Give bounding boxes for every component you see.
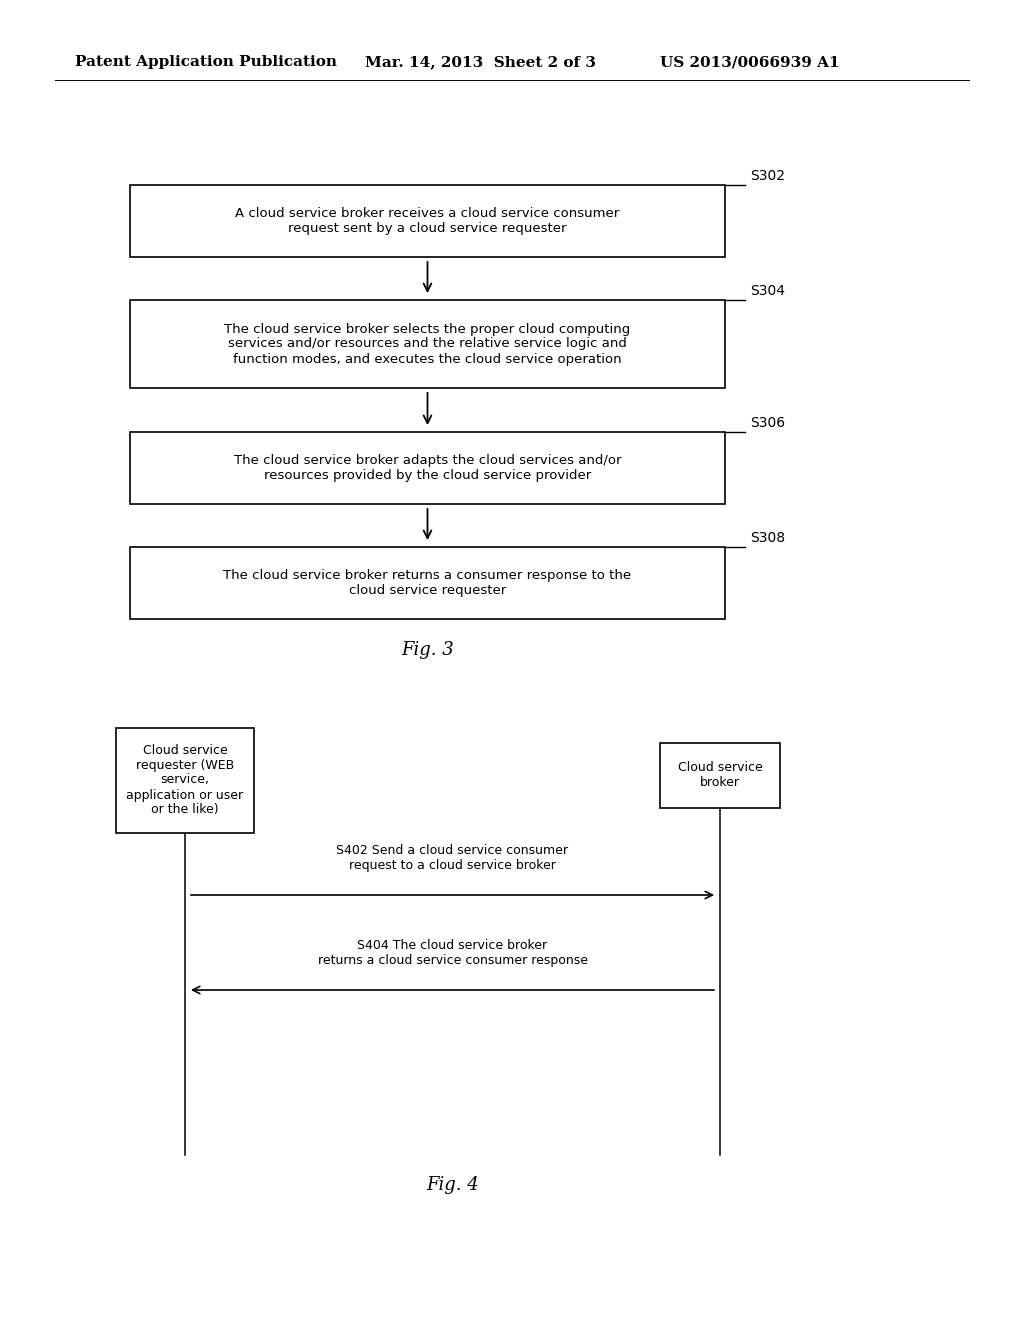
Text: Mar. 14, 2013  Sheet 2 of 3: Mar. 14, 2013 Sheet 2 of 3 [365, 55, 596, 69]
Text: The cloud service broker returns a consumer response to the
cloud service reques: The cloud service broker returns a consu… [223, 569, 632, 597]
Text: Fig. 3: Fig. 3 [401, 642, 454, 659]
Text: Cloud service
requester (WEB
service,
application or user
or the like): Cloud service requester (WEB service, ap… [126, 743, 244, 817]
Text: The cloud service broker adapts the cloud services and/or
resources provided by : The cloud service broker adapts the clou… [233, 454, 622, 482]
Text: S402 Send a cloud service consumer
request to a cloud service broker: S402 Send a cloud service consumer reque… [337, 843, 568, 873]
Text: S308: S308 [750, 531, 785, 545]
Bar [116, 727, 254, 833]
Text: The cloud service broker selects the proper cloud computing
services and/or reso: The cloud service broker selects the pro… [224, 322, 631, 366]
Text: A cloud service broker receives a cloud service consumer
request sent by a cloud: A cloud service broker receives a cloud … [236, 207, 620, 235]
Text: S306: S306 [750, 416, 785, 430]
Text: S404 The cloud service broker
returns a cloud service consumer response: S404 The cloud service broker returns a … [317, 939, 588, 968]
Bar [130, 185, 725, 257]
Text: Cloud service
broker: Cloud service broker [678, 762, 763, 789]
Text: Patent Application Publication: Patent Application Publication [75, 55, 337, 69]
Bar [130, 300, 725, 388]
Bar [130, 432, 725, 504]
Text: S304: S304 [750, 284, 785, 298]
Text: US 2013/0066939 A1: US 2013/0066939 A1 [660, 55, 840, 69]
Bar [130, 546, 725, 619]
Bar [660, 742, 780, 808]
Text: Fig. 4: Fig. 4 [426, 1176, 479, 1195]
Text: S302: S302 [750, 169, 785, 183]
